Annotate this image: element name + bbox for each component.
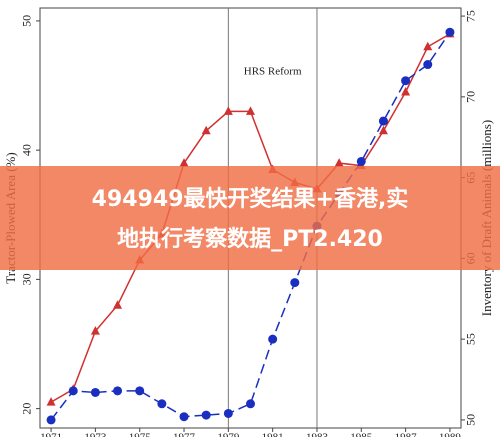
point [90,326,100,335]
point [290,278,300,288]
banner-text: 494949最快开奖结果+香港,实 [92,186,409,212]
point [223,106,233,115]
point [246,399,255,409]
y-tick-label: 20 [20,403,34,415]
point [157,399,167,409]
point [356,156,366,166]
point [401,87,411,96]
point [223,408,233,418]
y2-tick-label: 75 [464,10,478,22]
point [423,41,433,51]
point [246,106,255,115]
point [334,158,344,167]
point [68,386,78,396]
annotation: HRS Reform [244,66,302,78]
y-tick-label: 40 [20,144,34,156]
point [401,76,411,86]
point [113,386,123,396]
point [90,387,100,397]
point [201,410,211,420]
point [46,397,56,406]
point [113,300,123,309]
banner [0,166,500,270]
x-tick-label: 1985 [350,432,373,437]
y-tick-label: 30 [20,273,34,285]
y-tick-label: 50 [20,15,34,27]
point [179,158,189,167]
point [378,125,388,135]
banner-text: 地执行考察数据_PT2.420 [117,226,383,252]
y2-tick-label: 50 [464,414,478,426]
point [201,125,211,135]
point [135,386,145,396]
y2-tick-label: 70 [464,91,478,103]
x-tick-label: 1983 [306,432,329,437]
x-tick-label: 1973 [84,432,107,437]
point [423,60,433,70]
point [445,27,455,37]
point [46,415,56,425]
point [179,412,189,422]
x-tick-label: 1971 [40,432,62,437]
x-tick-label: 1975 [129,432,152,437]
x-tick-label: 1979 [217,432,240,437]
point [268,334,278,344]
x-tick-label: 1981 [262,432,284,437]
y2-tick-label: 55 [464,333,478,345]
x-tick-label: 1989 [439,432,462,437]
x-tick-label: 1977 [173,432,196,437]
x-tick-label: 1987 [395,432,418,437]
point [378,116,388,126]
